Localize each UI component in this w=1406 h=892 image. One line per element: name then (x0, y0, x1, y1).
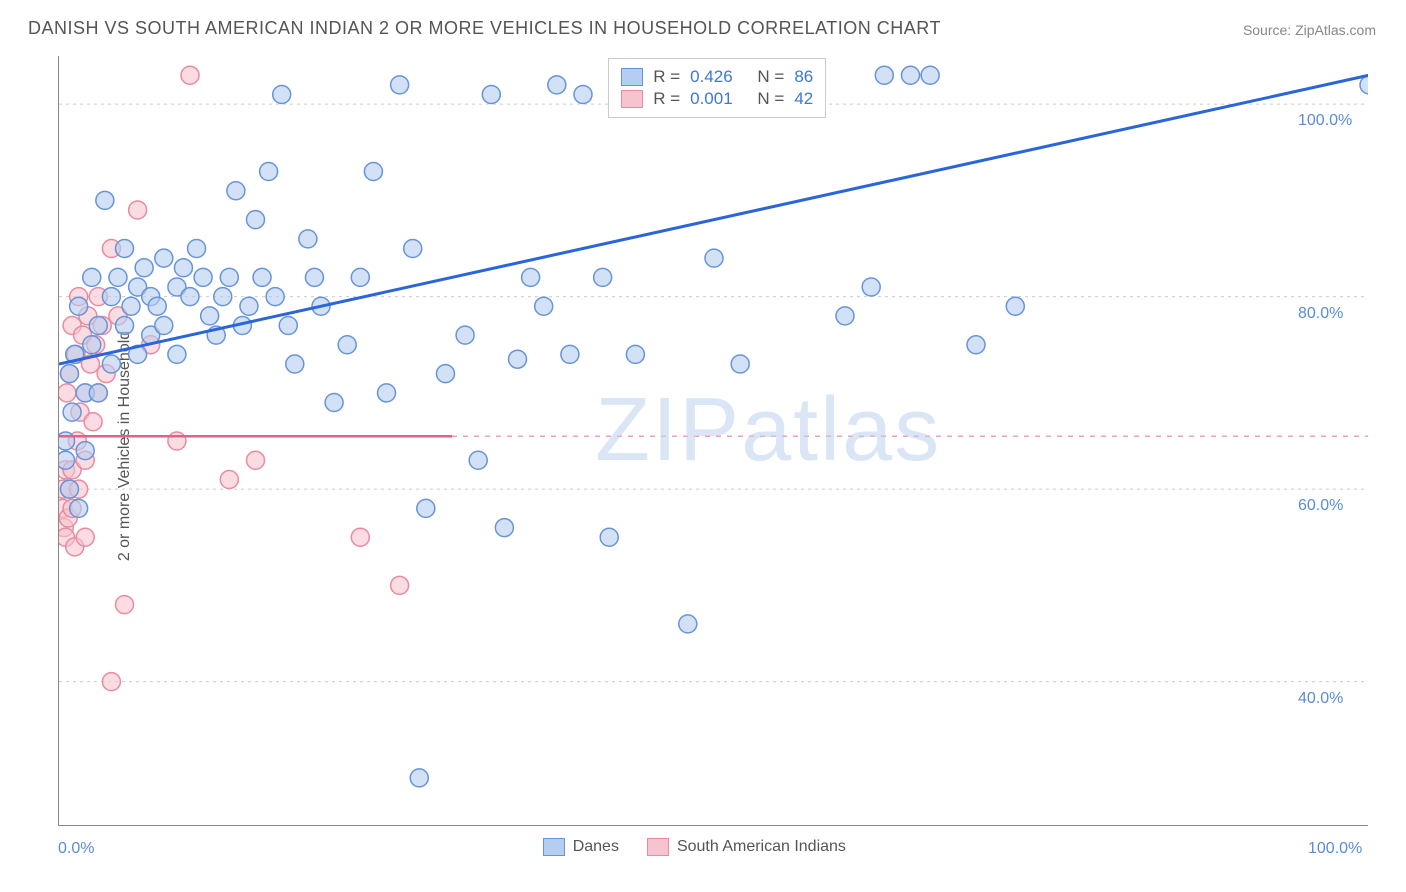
source-prefix: Source: (1243, 22, 1295, 38)
legend-item: South American Indians (647, 838, 846, 856)
legend-bottom: Danes South American Indians (543, 838, 846, 856)
legend-item: Danes (543, 838, 619, 856)
scatter-plot (58, 56, 1368, 826)
x-tick-label: 100.0% (1308, 840, 1362, 858)
stats-row: R = 0.426 N = 86 (621, 67, 813, 87)
y-tick-label: 40.0% (1298, 690, 1343, 708)
stats-box: R = 0.426 N = 86 R = 0.001 N = 42 (608, 58, 826, 118)
y-tick-label: 100.0% (1298, 112, 1352, 130)
stats-row: R = 0.001 N = 42 (621, 89, 813, 109)
y-tick-label: 80.0% (1298, 305, 1343, 323)
x-tick-label: 0.0% (58, 840, 94, 858)
source-credit: Source: ZipAtlas.com (1243, 22, 1376, 38)
legend-swatch (621, 90, 643, 108)
legend-swatch (621, 68, 643, 86)
legend-swatch (647, 838, 669, 856)
source-link[interactable]: ZipAtlas.com (1295, 22, 1376, 38)
y-tick-label: 60.0% (1298, 497, 1343, 515)
chart-title: DANISH VS SOUTH AMERICAN INDIAN 2 OR MOR… (28, 18, 941, 39)
legend-swatch (543, 838, 565, 856)
